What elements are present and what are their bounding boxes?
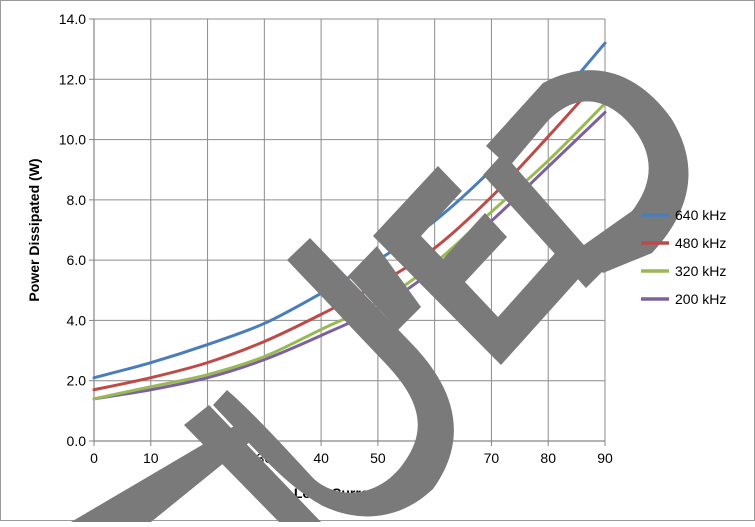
x-tick-label: 10	[143, 450, 159, 466]
watermark-stroke-7	[483, 153, 605, 288]
x-tick-label: 50	[370, 450, 386, 466]
legend: 640 kHz 480 kHz 320 kHz 200 kHz	[641, 207, 726, 307]
y-tick-label: 0.0	[67, 433, 87, 449]
x-tick-label: 90	[597, 450, 613, 466]
legend-label: 320 kHz	[675, 263, 726, 279]
y-tick-label: 10.0	[59, 132, 86, 148]
watermark-stroke-2	[184, 405, 321, 522]
y-tick-label: 12.0	[59, 71, 86, 87]
x-tick-label: 80	[540, 450, 556, 466]
y-tick-label: 6.0	[67, 252, 87, 268]
watermark-stroke-6	[486, 70, 689, 274]
y-tick-label: 4.0	[67, 312, 87, 328]
y-tick-label: 14.0	[59, 11, 86, 27]
watermark-stroke-1	[71, 425, 251, 522]
x-tick-label: 0	[90, 450, 98, 466]
y-axis-title: Power Dissipated (W)	[26, 158, 42, 301]
series-line-320-khz	[92, 101, 607, 401]
legend-label: 200 kHz	[675, 291, 726, 307]
y-tick-label: 2.0	[67, 373, 87, 389]
watermark	[71, 70, 689, 522]
y-tick-label: 8.0	[67, 192, 87, 208]
legend-label: 640 kHz	[675, 207, 726, 223]
x-tick-label: 40	[313, 450, 329, 466]
legend-label: 480 kHz	[675, 235, 726, 251]
grid-lines	[93, 18, 606, 442]
watermark-stroke-3	[213, 238, 454, 517]
watermark-stroke-5	[348, 246, 421, 330]
watermark-stroke-4	[373, 166, 581, 365]
x-tick-label: 70	[484, 450, 500, 466]
